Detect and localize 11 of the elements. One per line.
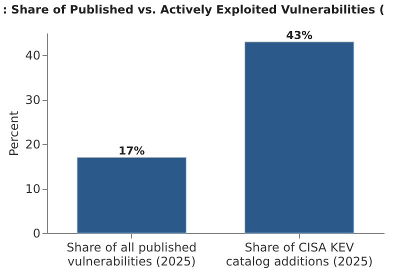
data-label: 17% <box>118 144 145 158</box>
y-tick-label: 20 <box>25 138 40 152</box>
y-tick-label: 0 <box>32 226 40 240</box>
y-tick-label: 10 <box>25 182 40 196</box>
y-tick-label: 40 <box>25 48 40 63</box>
data-label: 43% <box>286 28 313 42</box>
y-tick-label: 30 <box>25 93 40 108</box>
x-tick-label: Share of all published vulnerabilities (2025) <box>66 240 197 268</box>
x-tick-label: Share of CISA KEV catalog additions (2025) <box>226 240 373 268</box>
chart-title: : Share of Published vs. Actively Exploited Vulnerabilities ( <box>2 2 384 16</box>
y-axis-title: Percent <box>7 110 22 156</box>
